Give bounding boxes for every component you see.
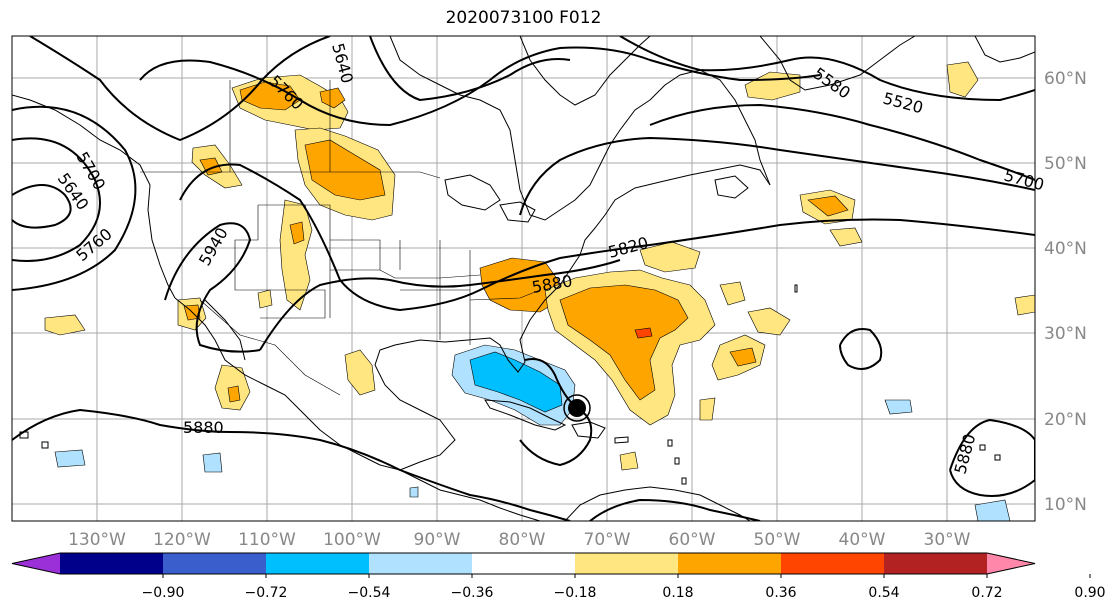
lon-tick-label: 110°W xyxy=(238,530,296,550)
shaded-positive-regions xyxy=(44,61,1035,471)
lat-tick-label: 60°N xyxy=(1044,69,1087,89)
colorbar-swatch xyxy=(163,553,267,574)
colorbar-swatch xyxy=(369,553,473,574)
colorbar-extend-high xyxy=(987,553,1035,574)
map-title: 2020073100 F012 xyxy=(445,8,602,28)
lon-tick-label: 130°W xyxy=(68,530,126,550)
map-frame xyxy=(11,35,1036,522)
lat-tick-label: 10°N xyxy=(1044,495,1087,515)
colorbar-outline xyxy=(11,552,1036,575)
shaded-negative-regions xyxy=(54,344,1011,521)
lon-tick-label: 50°W xyxy=(754,530,801,550)
lon-tick-label: 100°W xyxy=(323,530,381,550)
lon-tick-label: 40°W xyxy=(839,530,886,550)
political-boundaries xyxy=(140,80,541,396)
height-contours xyxy=(12,36,1035,521)
colorbar-tick-label: −0.36 xyxy=(451,585,494,601)
storm-marker xyxy=(563,394,591,422)
colorbar-swatch xyxy=(472,553,576,574)
colorbar-tick-label: −0.72 xyxy=(245,585,288,601)
colorbar-swatch xyxy=(678,553,782,574)
map-content xyxy=(12,36,1035,521)
colorbar-swatch xyxy=(781,553,885,574)
lon-tick-label: 60°W xyxy=(669,530,716,550)
lon-tick-label: 70°W xyxy=(584,530,631,550)
colorbar-tick-label: 0.72 xyxy=(971,585,1002,601)
coastlines xyxy=(12,36,1035,521)
colorbar-tick-label: 0.36 xyxy=(765,585,796,601)
lat-tick-label: 40°N xyxy=(1044,239,1087,259)
colorbar-swatch xyxy=(575,553,679,574)
lat-tick-label: 30°N xyxy=(1044,324,1087,344)
lat-tick-label: 20°N xyxy=(1044,410,1087,430)
colorbar-tick-label: −0.54 xyxy=(348,585,391,601)
colorbar-tick-label: 0.90 xyxy=(1074,585,1105,601)
lat-tick-label: 50°N xyxy=(1044,154,1087,174)
colorbar-tick-label: 0.18 xyxy=(662,585,693,601)
lon-tick-label: 80°W xyxy=(499,530,546,550)
colorbar-swatch xyxy=(884,553,988,574)
colorbar-swatch xyxy=(60,553,164,574)
contour-label: 5880 xyxy=(183,418,224,437)
colorbar-tick-label: 0.54 xyxy=(868,585,899,601)
colorbar xyxy=(11,552,1036,575)
lon-tick-label: 90°W xyxy=(414,530,461,550)
colorbar-extend-low xyxy=(12,553,60,574)
lon-axis: 130°W 120°W 110°W 100°W 90°W 80°W 70°W 6… xyxy=(68,530,971,550)
colorbar-tick-label: −0.18 xyxy=(554,585,597,601)
colorbar-tick-label: −0.90 xyxy=(142,585,185,601)
colorbar-ticks: −0.90 −0.72 −0.54 −0.36 −0.18 0.18 0.36 0.54 0.7… xyxy=(142,574,1105,601)
colorbar-swatch xyxy=(266,553,370,574)
lat-axis: 60°N 50°N 40°N 30°N 20°N 10°N xyxy=(1044,69,1087,515)
lon-tick-label: 120°W xyxy=(153,530,211,550)
lon-tick-label: 30°W xyxy=(924,530,971,550)
